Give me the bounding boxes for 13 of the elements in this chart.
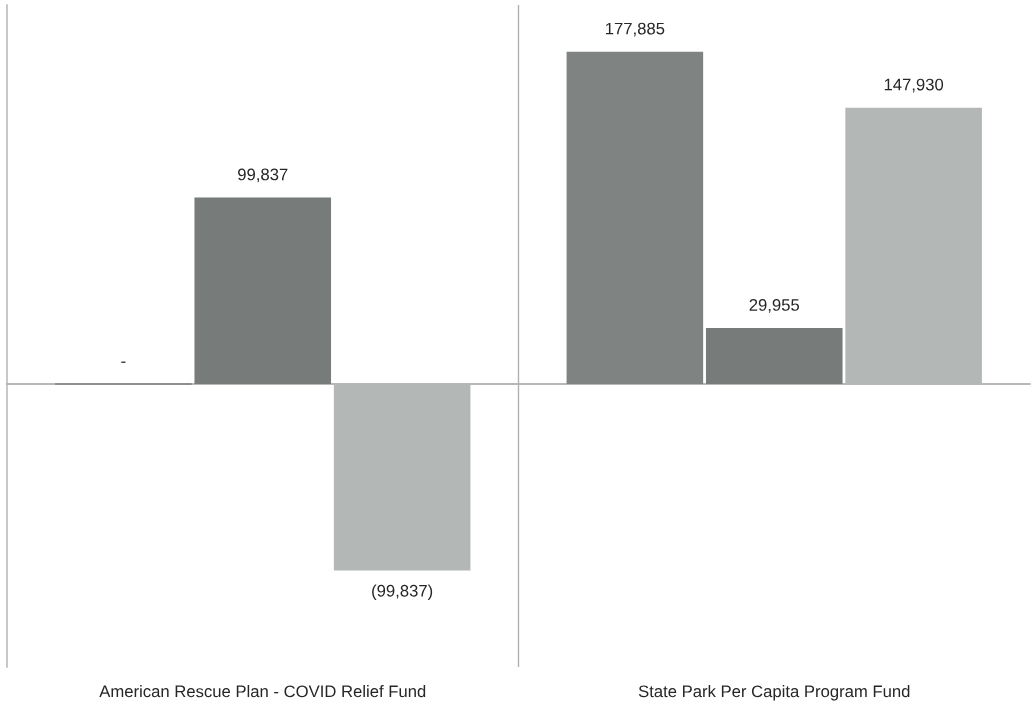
bar (845, 107, 982, 384)
bar (566, 51, 704, 384)
bar (705, 328, 843, 384)
data-label: 147,930 (884, 78, 944, 93)
data-label: 177,885 (606, 22, 665, 37)
data-label: 99,837 (238, 168, 288, 183)
x-tick-label: American Rescue Plan - COVID Relief Fund (99, 685, 426, 698)
bar (194, 197, 332, 384)
data-label: (99,837) (372, 584, 433, 600)
bar (333, 384, 471, 571)
x-tick-label: State Park Per Capita Program Fund (638, 685, 910, 701)
data-label: 29,955 (749, 299, 800, 313)
data-label: - (121, 361, 126, 363)
